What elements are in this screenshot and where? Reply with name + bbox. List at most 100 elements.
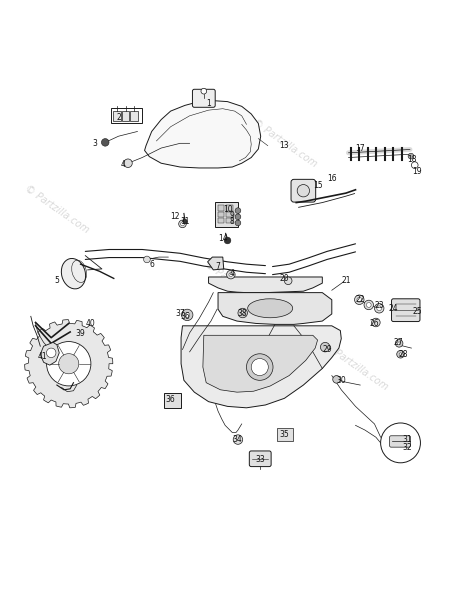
Text: 3: 3 xyxy=(92,139,97,148)
Text: 28: 28 xyxy=(398,350,408,359)
Circle shape xyxy=(233,435,243,444)
Circle shape xyxy=(227,270,235,279)
Text: 6: 6 xyxy=(149,260,154,268)
Polygon shape xyxy=(25,320,113,408)
FancyBboxPatch shape xyxy=(218,205,224,211)
FancyBboxPatch shape xyxy=(218,218,224,223)
Text: 26: 26 xyxy=(370,319,379,328)
Text: 40: 40 xyxy=(85,319,95,328)
Text: 17: 17 xyxy=(356,143,365,153)
FancyBboxPatch shape xyxy=(249,451,271,467)
Text: 4: 4 xyxy=(230,269,235,278)
Circle shape xyxy=(181,222,184,226)
Circle shape xyxy=(408,153,414,159)
Polygon shape xyxy=(208,257,224,270)
Circle shape xyxy=(381,423,420,463)
Text: 11: 11 xyxy=(180,217,190,226)
Text: © Partzilla.com: © Partzilla.com xyxy=(250,117,319,169)
Text: 19: 19 xyxy=(412,167,422,176)
FancyBboxPatch shape xyxy=(192,89,215,107)
Text: 34: 34 xyxy=(232,435,242,444)
Circle shape xyxy=(46,348,56,358)
FancyBboxPatch shape xyxy=(226,205,233,211)
Text: 37: 37 xyxy=(175,310,185,319)
Circle shape xyxy=(235,208,241,214)
FancyBboxPatch shape xyxy=(390,436,410,447)
Circle shape xyxy=(251,359,268,376)
Circle shape xyxy=(182,219,187,224)
Circle shape xyxy=(124,159,132,168)
Circle shape xyxy=(320,342,330,352)
Text: 23: 23 xyxy=(374,301,384,310)
Text: © Partzilla.com: © Partzilla.com xyxy=(23,184,91,235)
Circle shape xyxy=(246,354,273,381)
Text: 4: 4 xyxy=(121,160,126,169)
Text: 20: 20 xyxy=(280,274,289,283)
Polygon shape xyxy=(181,326,341,408)
Ellipse shape xyxy=(247,299,292,318)
Circle shape xyxy=(411,162,418,168)
Text: 32: 32 xyxy=(403,443,412,452)
FancyBboxPatch shape xyxy=(291,179,316,202)
Text: 12: 12 xyxy=(171,212,180,221)
FancyBboxPatch shape xyxy=(392,299,420,322)
Circle shape xyxy=(144,256,150,263)
Circle shape xyxy=(241,311,245,315)
Ellipse shape xyxy=(61,258,86,289)
Circle shape xyxy=(333,376,340,383)
Circle shape xyxy=(377,306,382,311)
Text: 36: 36 xyxy=(180,312,190,321)
Polygon shape xyxy=(203,335,318,392)
Text: 5: 5 xyxy=(55,276,59,286)
Text: 31: 31 xyxy=(403,435,412,444)
Circle shape xyxy=(182,309,193,320)
Circle shape xyxy=(399,353,402,356)
Circle shape xyxy=(397,350,404,358)
Circle shape xyxy=(366,303,371,307)
Text: 18: 18 xyxy=(408,155,417,165)
Text: 8: 8 xyxy=(230,217,235,226)
Circle shape xyxy=(238,308,247,318)
Circle shape xyxy=(224,237,231,244)
Text: 24: 24 xyxy=(389,304,398,313)
Text: 36: 36 xyxy=(166,395,175,404)
Text: 22: 22 xyxy=(356,295,365,304)
Text: 10: 10 xyxy=(223,205,232,214)
Circle shape xyxy=(229,273,233,277)
Text: 29: 29 xyxy=(322,345,332,354)
Text: 9: 9 xyxy=(230,211,235,220)
Text: 16: 16 xyxy=(327,175,337,183)
Text: 21: 21 xyxy=(341,276,351,286)
Polygon shape xyxy=(218,293,332,324)
Circle shape xyxy=(297,185,310,197)
FancyBboxPatch shape xyxy=(277,428,293,441)
Text: © Partzilla.com: © Partzilla.com xyxy=(321,340,390,392)
Polygon shape xyxy=(209,277,322,293)
Text: 38: 38 xyxy=(237,310,246,319)
Circle shape xyxy=(179,220,186,228)
Text: 30: 30 xyxy=(337,376,346,385)
Circle shape xyxy=(235,220,241,226)
FancyBboxPatch shape xyxy=(226,218,233,223)
FancyBboxPatch shape xyxy=(113,110,121,121)
Circle shape xyxy=(355,295,364,304)
Text: 39: 39 xyxy=(76,329,85,339)
FancyBboxPatch shape xyxy=(218,212,224,217)
Text: 1: 1 xyxy=(206,99,211,107)
Text: 15: 15 xyxy=(313,182,322,191)
Text: 13: 13 xyxy=(280,141,289,150)
Text: 2: 2 xyxy=(116,113,121,122)
FancyBboxPatch shape xyxy=(122,110,129,121)
Text: © Partzilla.com: © Partzilla.com xyxy=(203,260,271,312)
Text: 35: 35 xyxy=(280,430,289,440)
Circle shape xyxy=(59,353,79,374)
Circle shape xyxy=(185,313,190,317)
Text: 33: 33 xyxy=(256,455,265,464)
Circle shape xyxy=(398,342,401,345)
Text: 41: 41 xyxy=(38,352,47,361)
Text: 25: 25 xyxy=(412,307,422,316)
Text: 14: 14 xyxy=(218,234,228,242)
Polygon shape xyxy=(40,342,59,365)
Circle shape xyxy=(46,342,91,386)
Circle shape xyxy=(201,88,207,94)
